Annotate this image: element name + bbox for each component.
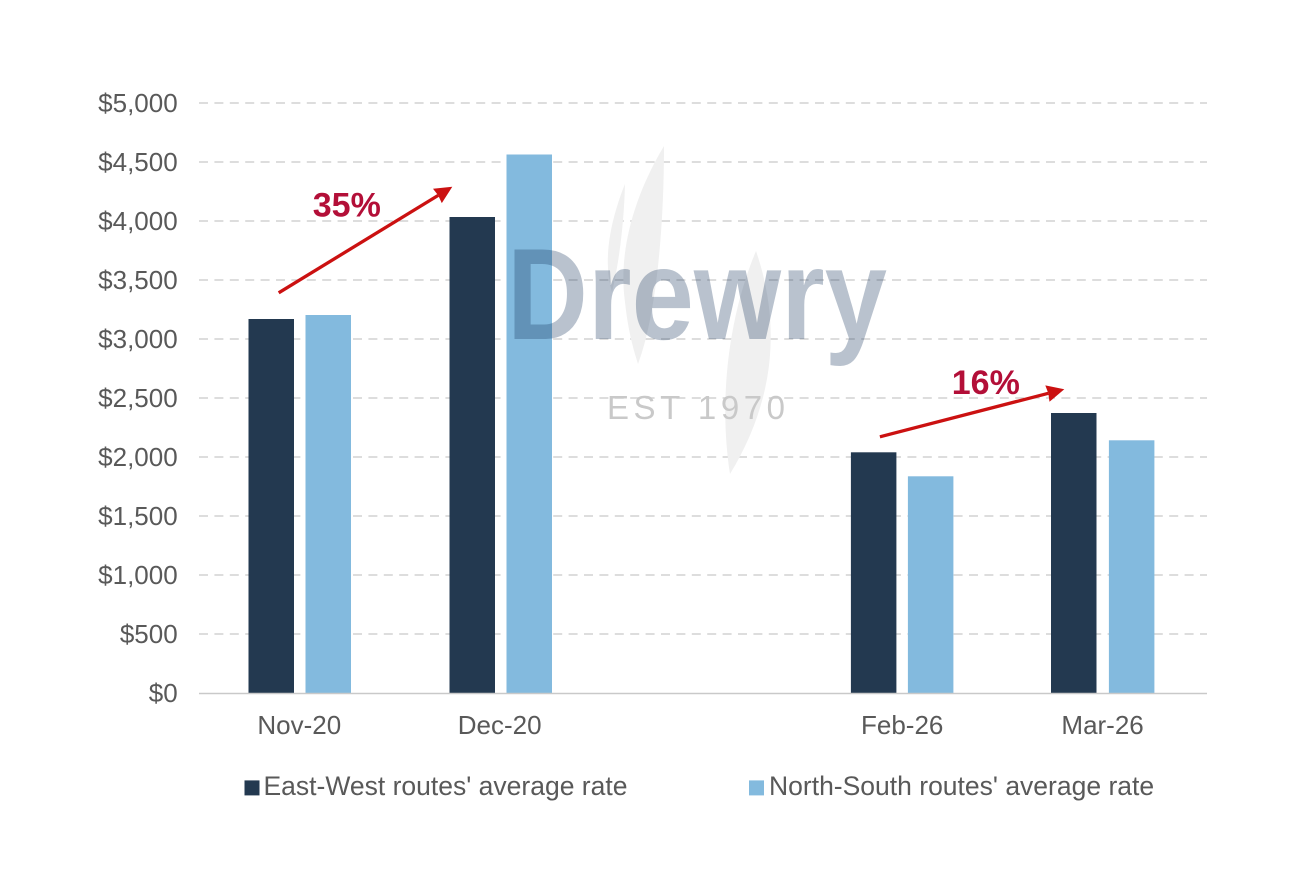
svg-text:Dec-20: Dec-20	[458, 710, 542, 740]
svg-text:Mar-26: Mar-26	[1061, 710, 1143, 740]
svg-text:$3,000: $3,000	[98, 324, 178, 354]
svg-text:Feb-26: Feb-26	[861, 710, 943, 740]
svg-text:$1,500: $1,500	[98, 501, 178, 531]
svg-text:$500: $500	[120, 619, 178, 649]
svg-text:$4,500: $4,500	[98, 147, 178, 177]
svg-text:Nov-20: Nov-20	[257, 710, 341, 740]
svg-text:$4,000: $4,000	[98, 206, 178, 236]
svg-text:$2,000: $2,000	[98, 442, 178, 472]
svg-text:35%: 35%	[313, 186, 381, 224]
svg-text:$2,500: $2,500	[98, 383, 178, 413]
svg-text:$1,000: $1,000	[98, 560, 178, 590]
svg-text:North-South routes' average ra: North-South routes' average rate	[769, 771, 1154, 801]
svg-text:$5,000: $5,000	[98, 88, 178, 118]
svg-text:16%: 16%	[952, 364, 1020, 402]
svg-text:East-West routes' average rate: East-West routes' average rate	[264, 771, 628, 801]
svg-text:Drewry: Drewry	[507, 221, 887, 367]
svg-text:$0: $0	[149, 678, 178, 708]
svg-text:$3,500: $3,500	[98, 265, 178, 295]
